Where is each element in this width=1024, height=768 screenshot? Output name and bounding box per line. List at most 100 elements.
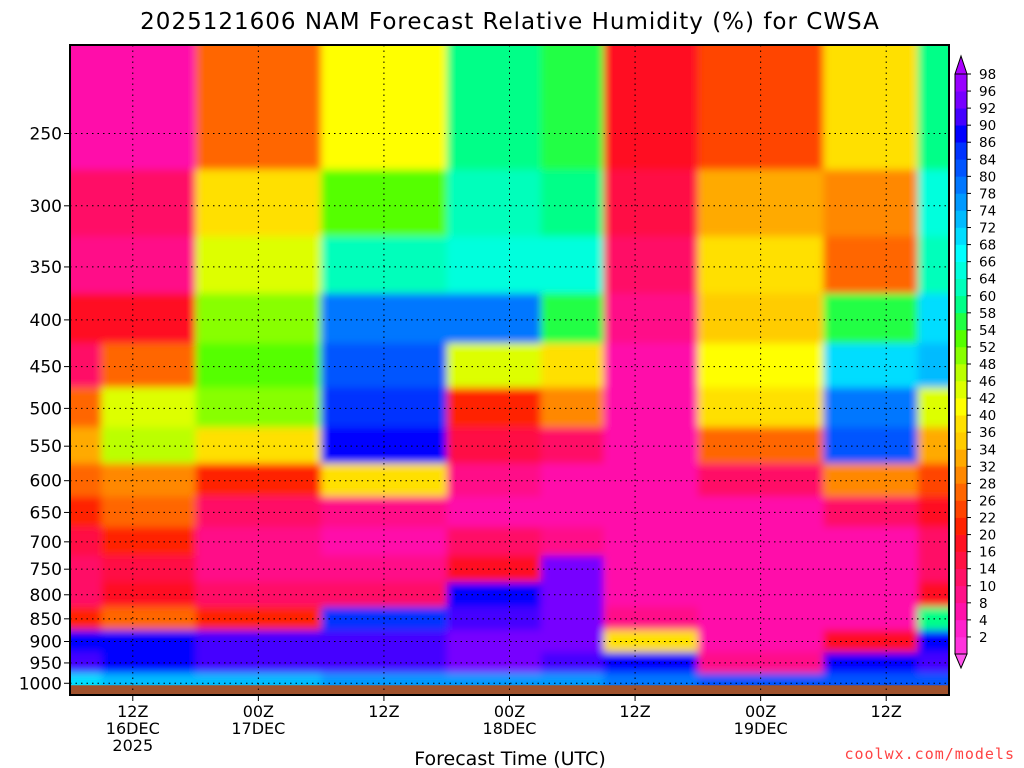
x-tick-label: 00Z bbox=[745, 702, 776, 721]
heatmap-cell bbox=[540, 236, 605, 294]
heatmap-cell bbox=[540, 463, 605, 498]
y-tick-label: 700 bbox=[30, 533, 62, 553]
heatmap-cell bbox=[321, 293, 448, 344]
heatmap-cell bbox=[446, 293, 542, 344]
heatmap-cell bbox=[603, 293, 699, 344]
heatmap-cell bbox=[446, 343, 542, 388]
heatmap-cell bbox=[917, 606, 949, 631]
heatmap-cell bbox=[603, 427, 699, 464]
heatmap-cell bbox=[101, 606, 197, 631]
heatmap-cell bbox=[917, 387, 949, 428]
colorbar-label: 84 bbox=[979, 152, 996, 168]
colorbar-segment bbox=[955, 261, 967, 280]
heatmap-cell bbox=[70, 293, 102, 344]
heatmap-cell bbox=[540, 293, 605, 344]
heatmap-cell bbox=[823, 45, 919, 171]
heatmap-cell bbox=[195, 630, 322, 653]
heatmap-cell bbox=[101, 652, 197, 674]
heatmap-cell bbox=[917, 45, 949, 171]
heatmap-cell bbox=[603, 496, 699, 528]
heatmap-cell bbox=[697, 652, 824, 674]
heatmap-cell bbox=[195, 581, 322, 608]
colorbar-segment bbox=[955, 108, 967, 126]
heatmap-cell bbox=[195, 169, 322, 237]
heatmap-cell bbox=[823, 527, 919, 557]
heatmap-cell bbox=[603, 606, 699, 631]
y-tick-label: 300 bbox=[30, 197, 62, 217]
heatmap-cells bbox=[70, 45, 949, 695]
colorbar-segment bbox=[955, 244, 967, 262]
heatmap-cell bbox=[321, 169, 448, 237]
x-tick-label: 17DEC bbox=[231, 719, 285, 738]
colorbar-label: 2 bbox=[979, 630, 988, 646]
heatmap-cell bbox=[540, 652, 605, 674]
colorbar-segment bbox=[955, 585, 967, 604]
heatmap-cell bbox=[697, 293, 824, 344]
colorbar-segment bbox=[955, 176, 967, 194]
heatmap-cell bbox=[823, 293, 919, 344]
colorbar-segment bbox=[955, 346, 967, 365]
x-tick-label: 12Z bbox=[619, 702, 650, 721]
heatmap-cell bbox=[917, 427, 949, 464]
colorbar-segment bbox=[955, 312, 967, 331]
colorbar-segment bbox=[955, 74, 967, 92]
x-tick-label: 2025 bbox=[112, 736, 153, 755]
heatmap-cell bbox=[446, 427, 542, 464]
heatmap-cell bbox=[70, 581, 102, 608]
heatmap-cell bbox=[70, 387, 102, 428]
heatmap-cell bbox=[823, 427, 919, 464]
colorbar-segment bbox=[955, 295, 967, 314]
heatmap-cell bbox=[697, 45, 824, 171]
colorbar-segment bbox=[955, 278, 967, 297]
heatmap-cell bbox=[101, 236, 197, 294]
heatmap-cell bbox=[195, 606, 322, 631]
heatmap-cell bbox=[697, 630, 824, 653]
colorbar-label: 14 bbox=[979, 562, 996, 578]
colorbar-label: 32 bbox=[979, 459, 996, 475]
colorbar-segment bbox=[955, 91, 967, 109]
heatmap-cell bbox=[823, 236, 919, 294]
credit-text: coolwx.com/models bbox=[844, 745, 1015, 763]
colorbar-label: 60 bbox=[979, 289, 996, 305]
colorbar-segment bbox=[955, 210, 967, 228]
colorbar-label: 26 bbox=[979, 493, 996, 509]
colorbar-min-arrow bbox=[954, 653, 968, 670]
y-tick-label: 950 bbox=[30, 654, 62, 674]
heatmap-cell bbox=[603, 45, 699, 171]
heatmap-cell bbox=[823, 169, 919, 237]
colorbar-max-arrow bbox=[954, 54, 968, 75]
heatmap-cell bbox=[540, 581, 605, 608]
colorbar-label: 92 bbox=[979, 101, 996, 117]
colorbar-segment bbox=[955, 466, 967, 484]
colorbar-label: 42 bbox=[979, 391, 996, 407]
heatmap-cell bbox=[603, 652, 699, 674]
heatmap-cell bbox=[101, 343, 197, 388]
y-tick-label: 250 bbox=[30, 124, 62, 144]
colorbar-label: 40 bbox=[979, 408, 996, 424]
heatmap-cell bbox=[70, 463, 102, 498]
heatmap-cell bbox=[697, 606, 824, 631]
heatmap-cell bbox=[101, 555, 197, 583]
heatmap-cell bbox=[540, 527, 605, 557]
heatmap-layer bbox=[70, 45, 949, 695]
colorbar-segment bbox=[955, 483, 967, 501]
heatmap-cell bbox=[70, 343, 102, 388]
heatmap-cell bbox=[101, 496, 197, 528]
x-tick-label: 18DEC bbox=[483, 719, 537, 738]
colorbar-label: 28 bbox=[979, 476, 996, 492]
x-tick-label: 12Z bbox=[117, 702, 148, 721]
heatmap-cell bbox=[540, 387, 605, 428]
colorbar-label: 86 bbox=[979, 135, 996, 151]
plot-area bbox=[69, 44, 950, 696]
colorbar-segment bbox=[955, 329, 967, 348]
heatmap-cell bbox=[101, 463, 197, 498]
y-tick-label: 650 bbox=[30, 503, 62, 523]
ground-surface bbox=[70, 685, 949, 695]
colorbar-segment bbox=[955, 636, 967, 655]
heatmap-cell bbox=[823, 496, 919, 528]
heatmap-cell bbox=[823, 463, 919, 498]
heatmap-cell bbox=[195, 652, 322, 674]
heatmap-cell bbox=[101, 293, 197, 344]
